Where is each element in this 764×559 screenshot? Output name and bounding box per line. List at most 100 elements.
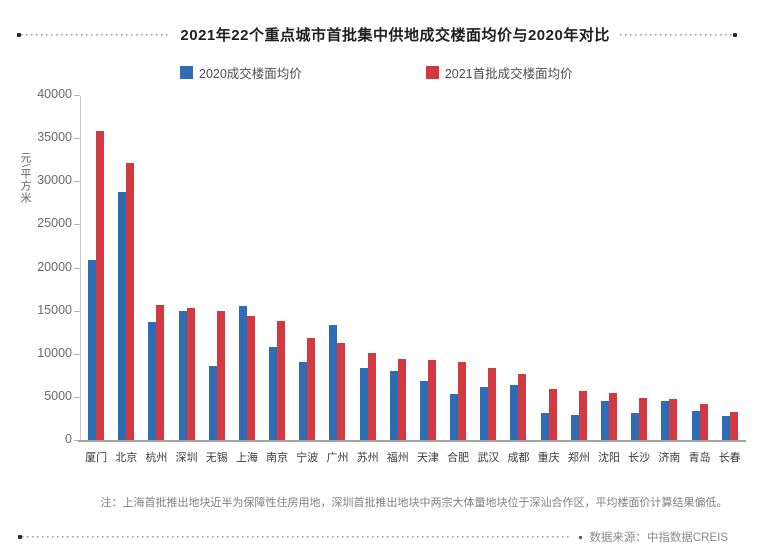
title-right-dot-icon [733,32,737,37]
y-axis-tick [74,353,80,355]
bar-2021 [609,393,617,440]
bar-group: 郑州 [564,95,594,464]
bar-2021 [126,163,135,440]
x-axis-label: 青岛 [688,452,711,464]
bar-2021 [246,316,255,440]
bar-group: 长春 [715,95,745,464]
y-axis-tick-label: 30000 [37,173,72,188]
bar-group: 苏州 [353,95,383,464]
bar-group: 北京 [111,95,141,464]
y-axis-tick-label: 35000 [37,130,72,145]
title-row: 2021年22个重点城市首批集中供地成交楼面均价与2020年对比 [17,24,737,45]
bar-group: 南京 [262,95,292,464]
x-axis-label: 上海 [235,452,258,464]
x-axis-label: 北京 [115,452,138,464]
source-dotted-line [22,536,573,538]
bar-2021 [458,362,467,440]
title-left-dot-icon [17,32,21,37]
y-axis-tick [74,267,80,269]
x-axis-label: 厦门 [85,452,108,464]
y-axis-tick-label: 20000 [37,259,72,274]
legend-item-2021: 2021首批成交楼面均价 [425,63,573,82]
bar-group: 上海 [232,95,262,464]
bar-2021 [186,308,195,440]
y-axis-tick-label: 0 [65,432,72,446]
bar-2020 [570,415,579,440]
bar-2021 [156,305,165,440]
legend-swatch-2020 [180,66,193,79]
data-source-label: 数据来源：中指数据CREIS [589,532,728,544]
bar-2021 [548,389,557,440]
bar-2020 [178,311,187,440]
bar-2021 [699,404,708,440]
bar-2020 [389,371,398,440]
bar-2020 [661,401,670,440]
bar-2020 [510,385,519,440]
title-left-dotted-line [21,33,171,36]
legend-label-2021: 2021首批成交楼面均价 [444,67,573,81]
y-axis-tick [74,138,80,140]
legend-item-2020: 2020成交楼面均价 [180,63,302,82]
bar-group: 武汉 [473,95,503,464]
bar-2021 [216,311,225,440]
bar-2021 [639,398,648,440]
y-axis-tick-label: 15000 [37,302,72,317]
y-axis-tick-label: 10000 [37,345,72,360]
x-axis-label: 杭州 [145,452,168,464]
bar-2021 [669,399,678,440]
y-axis-tick-label: 40000 [37,87,72,101]
bar-plot: 厦门 北京 杭州 深圳 无锡 上海 南京 宁波 广州 苏州 福州 天津 合肥 武汉 成都 重庆 郑州 沈阳 长沙 济南… [81,95,745,464]
bar-group: 重庆 [534,95,564,464]
y-axis-tick [74,310,80,312]
bar-2021 [518,374,527,440]
x-axis-label: 济南 [658,452,681,464]
source-row: 数据来源：中指数据CREIS [18,529,728,545]
source-left-dot-icon [18,535,22,539]
bar-2020 [691,411,700,440]
bar-2021 [427,360,436,440]
bar-2021 [578,391,587,440]
bar-group: 宁波 [292,95,322,464]
x-axis-label: 深圳 [175,452,198,464]
bar-group: 合肥 [443,95,473,464]
bar-2021 [277,321,286,440]
bar-group: 济南 [654,95,684,464]
x-axis-label: 广州 [326,452,349,464]
bar-2021 [307,338,316,440]
x-axis-label: 苏州 [356,452,379,464]
bar-group: 广州 [322,95,352,464]
bar-group: 深圳 [172,95,202,464]
bar-2020 [88,260,97,440]
page-title: 2021年22个重点城市首批集中供地成交楼面均价与2020年对比 [180,27,610,44]
x-axis-label: 福州 [386,452,409,464]
x-axis-label: 成都 [507,452,530,464]
bar-2020 [419,381,428,440]
x-axis-label: 长沙 [628,452,651,464]
bar-2021 [367,353,376,440]
y-axis-tick [74,396,80,398]
title-right-dotted-line [619,33,733,36]
bar-group: 无锡 [202,95,232,464]
x-axis-label: 天津 [416,452,439,464]
bar-group: 成都 [503,95,533,464]
x-axis-line [78,440,746,442]
bar-group: 长沙 [624,95,654,464]
x-axis-label: 武汉 [477,452,500,464]
bar-group: 厦门 [81,95,111,464]
bar-2020 [238,306,247,440]
y-axis-tick-label: 5000 [44,388,72,403]
bar-2020 [329,325,338,440]
y-axis-tick [74,224,80,226]
bar-group: 青岛 [685,95,715,464]
bar-2020 [601,401,609,440]
y-axis-tick-label: 25000 [37,216,72,231]
y-axis-tick [74,440,80,441]
x-axis-label: 无锡 [205,452,228,464]
bar-2020 [118,192,127,440]
legend-swatch-2021 [425,66,439,79]
bar-group: 沈阳 [594,95,624,464]
bar-2021 [96,131,105,440]
x-axis-label: 南京 [266,452,289,464]
legend: 2020成交楼面均价 2021首批成交楼面均价 [180,63,573,82]
